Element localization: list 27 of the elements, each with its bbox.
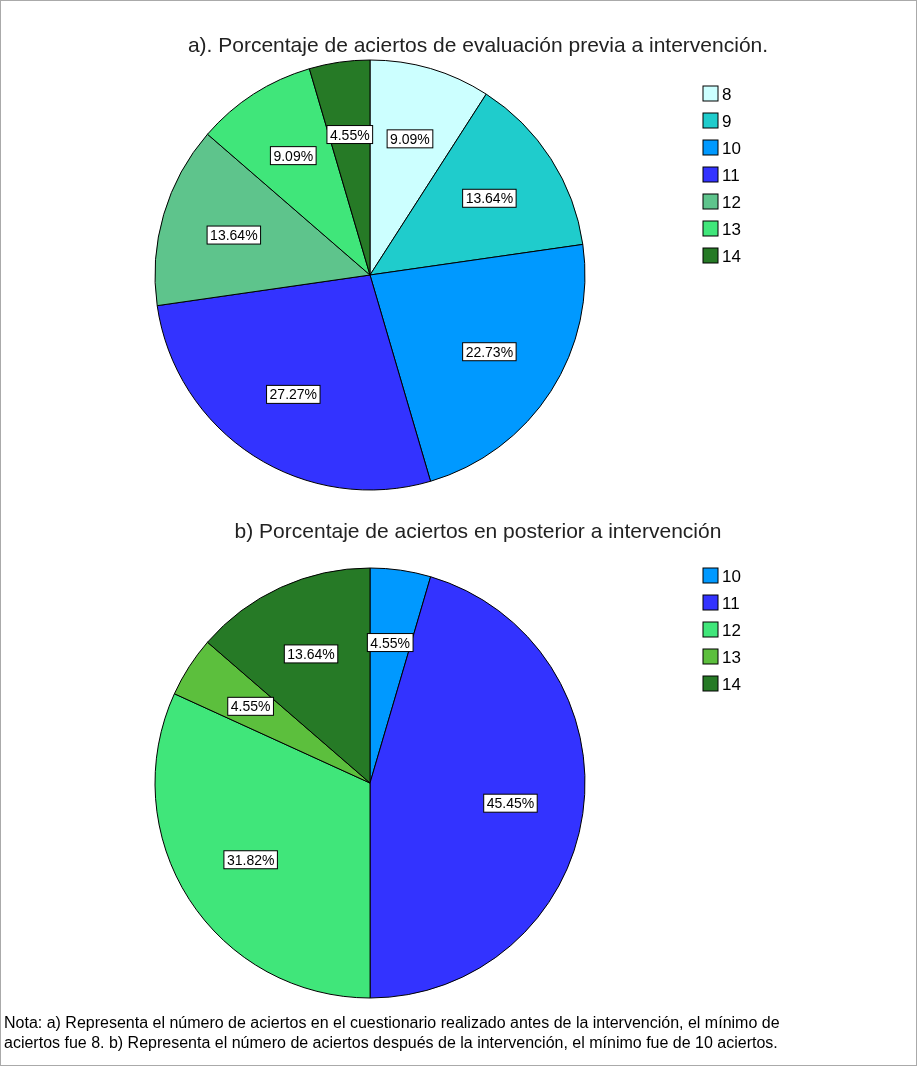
legend-label: 12 bbox=[722, 620, 741, 640]
chart-title: b) Porcentaje de aciertos en posterior a intervención bbox=[234, 519, 722, 542]
data-label: 22.73% bbox=[465, 343, 514, 360]
data-label: 13.64% bbox=[287, 645, 335, 662]
data-label: 9.09% bbox=[390, 130, 430, 147]
data-label: 27.27% bbox=[269, 386, 318, 403]
legend-label: 8 bbox=[722, 84, 732, 104]
legend-label: 10 bbox=[722, 566, 741, 586]
data-label: 13.64% bbox=[465, 190, 514, 207]
legend-label: 10 bbox=[722, 138, 741, 158]
data-label: 45.45% bbox=[486, 795, 535, 812]
legend-label: 14 bbox=[722, 674, 741, 694]
legend-label: 12 bbox=[722, 192, 741, 212]
legend-label: 14 bbox=[722, 246, 741, 266]
data-label: 31.82% bbox=[226, 851, 275, 868]
legend-label: 11 bbox=[722, 593, 740, 613]
chart-title: a). Porcentaje de aciertos de evaluación previa a intervención. bbox=[187, 33, 769, 56]
legend-label: 9 bbox=[722, 111, 732, 131]
data-label: 4.55% bbox=[329, 126, 370, 143]
legend-label: 13 bbox=[722, 647, 741, 667]
data-label: 4.55% bbox=[370, 634, 411, 651]
data-label: 13.64% bbox=[210, 227, 258, 244]
legend-label: 11 bbox=[722, 165, 740, 185]
legend-label: 13 bbox=[722, 219, 741, 239]
data-label: 4.55% bbox=[230, 698, 271, 715]
data-label: 9.09% bbox=[273, 147, 314, 164]
text: Nota: a) Representa el número de aciertos en el cuestionario realizado antes de la intervención, el mínimo de aciertos fue 8. b) Representa el número de aciertos después de la intervención, el mínimo fue de 10 aciertos. bbox=[4, 1013, 781, 1053]
